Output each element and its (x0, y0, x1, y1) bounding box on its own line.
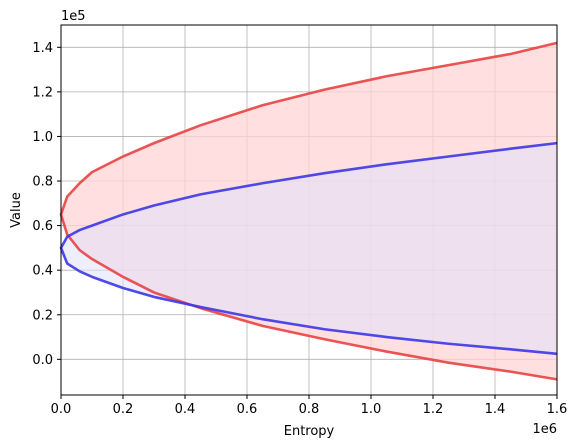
x-tick-label: 0.0 (51, 402, 72, 417)
y-tick-label: 0.2 (32, 308, 53, 323)
x-tick-label: 1.0 (361, 402, 382, 417)
y-tick-label: 1.2 (32, 85, 53, 100)
x-tick-label: 1.4 (485, 402, 506, 417)
y-tick-label: 0.4 (32, 264, 53, 279)
y-axis-label: Value (9, 192, 24, 228)
y-tick-label: 1.0 (32, 130, 53, 145)
x-tick-label: 0.6 (237, 402, 258, 417)
x-axis-label: Entropy (284, 424, 335, 439)
x-tick-label: 0.4 (175, 402, 196, 417)
y-tick-label: 1.4 (32, 41, 53, 56)
x-axis: 0.0 0.2 0.4 0.6 0.8 1.0 1.2 1.4 1.6 (51, 395, 568, 417)
x-tick-label: 1.6 (547, 402, 568, 417)
series-areas (61, 42, 557, 380)
x-tick-label: 0.2 (113, 402, 134, 417)
y-axis: 0.0 0.2 0.4 0.6 0.8 1.0 1.2 1.4 (32, 41, 61, 368)
y-tick-label: 0.6 (32, 219, 53, 234)
y-tick-label: 0.8 (32, 175, 53, 190)
y-offset-text: 1e5 (61, 9, 86, 24)
series-2-area (61, 143, 557, 354)
x-offset-text: 1e6 (532, 422, 557, 437)
x-tick-label: 1.2 (423, 402, 444, 417)
y-tick-label: 0.0 (32, 353, 53, 368)
x-tick-label: 0.8 (299, 402, 320, 417)
